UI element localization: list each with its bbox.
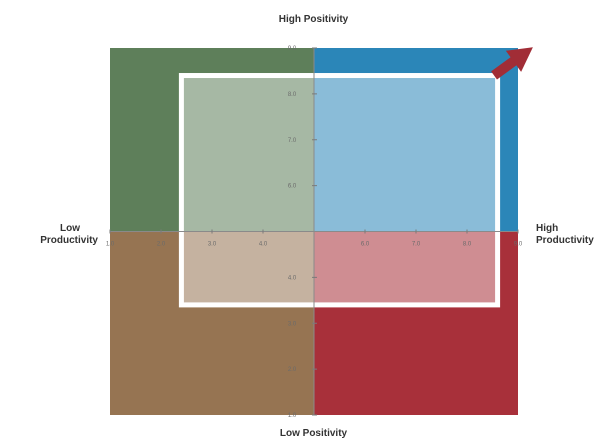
left-axis-label-line1: Low [60,223,80,234]
y-tick-label: 8.0 [288,92,297,98]
trend-arrow-head [505,47,533,72]
quadrant-bottom-left [110,231,314,415]
top-axis-label: High Positivity [278,14,349,25]
x-tick-label: 4.0 [259,242,268,248]
y-tick-label: 9.0 [288,46,297,52]
right-axis-label: High Productivity [536,223,594,247]
trend-arrow-shaft [491,56,519,80]
right-axis-label-line1: High [536,223,559,234]
bottom-axis-label: Low Positivity [279,428,348,439]
y-tick-label: 2.0 [288,367,297,373]
arrow-layer [491,47,533,80]
tick-layer: 1.0 2.0 3.0 4.0 6.0 7.0 8.0 9.0 1.0 2.0 3.0 4.0 6.0 7… [106,46,523,419]
quadrant-bottom-right [314,231,518,415]
left-axis-label: Low Productivity [40,223,98,247]
y-tick-label: 6.0 [288,184,297,190]
left-axis-label-line2: Productivity [40,235,98,246]
highlight-layer [178,73,501,308]
y-tick-label: 7.0 [288,138,297,144]
x-tick-label: 9.0 [514,242,523,248]
right-axis-label-line2: Productivity [536,235,594,246]
y-tick-label: 1.0 [288,413,297,419]
highlight-region [178,73,501,308]
x-tick-label: 2.0 [157,242,166,248]
y-tick-label: 4.0 [288,275,297,281]
x-tick-label: 7.0 [412,242,421,248]
quadrant-top-left [110,48,314,232]
x-tick-label: 3.0 [208,242,217,248]
trend-arrow [491,47,533,80]
x-tick-label: 1.0 [106,242,115,248]
x-tick-label: 8.0 [463,242,472,248]
quadrant-layer [110,48,518,415]
x-tick-label: 6.0 [361,242,370,248]
quadrant-top-right [314,48,518,232]
axis-layer [110,48,518,415]
y-tick-label: 3.0 [288,321,297,327]
